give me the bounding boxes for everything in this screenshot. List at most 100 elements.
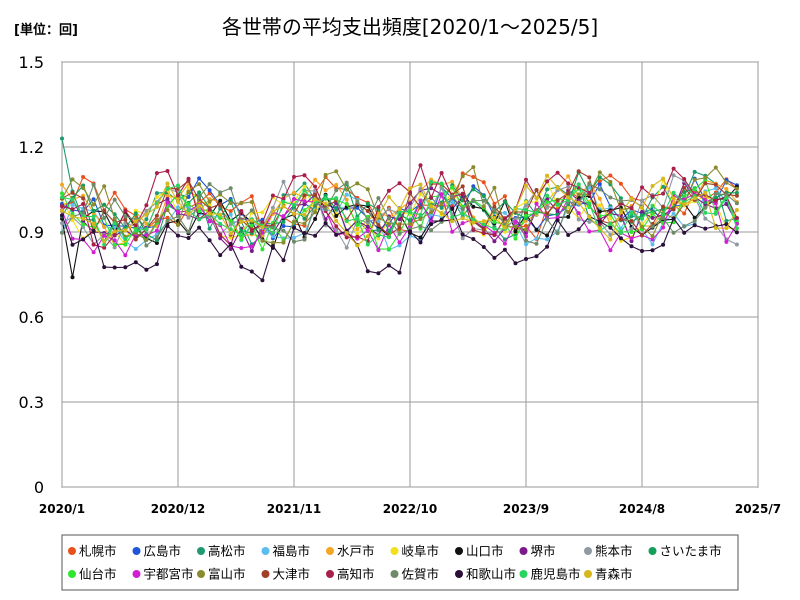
- data-point: [555, 218, 560, 223]
- data-point: [365, 201, 370, 206]
- data-point: [629, 227, 634, 232]
- data-point: [671, 173, 676, 178]
- data-point: [713, 195, 718, 200]
- data-point: [640, 249, 644, 253]
- data-point: [534, 195, 539, 200]
- data-point: [91, 182, 96, 187]
- data-point: [249, 244, 254, 249]
- data-point: [228, 235, 233, 240]
- data-point: [671, 211, 676, 216]
- data-point: [418, 212, 423, 217]
- data-point: [460, 221, 465, 226]
- data-point: [123, 265, 128, 270]
- data-point: [682, 230, 687, 235]
- data-point: [144, 233, 149, 238]
- data-point: [154, 228, 159, 233]
- data-point: [313, 177, 318, 182]
- data-point: [334, 169, 339, 174]
- data-point: [734, 216, 739, 220]
- legend-label: 堺市: [531, 544, 556, 559]
- data-point: [70, 211, 75, 216]
- data-point: [640, 198, 644, 203]
- data-point: [471, 228, 476, 232]
- data-point: [102, 239, 107, 244]
- data-point: [376, 219, 381, 224]
- data-point: [492, 185, 497, 190]
- data-point: [471, 204, 476, 209]
- data-point: [365, 228, 370, 233]
- data-point: [292, 202, 296, 207]
- data-point: [661, 242, 666, 247]
- data-point: [334, 232, 339, 237]
- data-point: [386, 247, 391, 252]
- data-point: [471, 237, 476, 241]
- data-point: [334, 188, 339, 193]
- data-point: [112, 225, 117, 230]
- data-point: [597, 182, 602, 187]
- data-point: [133, 260, 138, 265]
- data-point: [408, 229, 412, 234]
- legend-marker: [132, 570, 141, 578]
- data-point: [650, 211, 655, 216]
- data-point: [228, 209, 233, 214]
- data-point: [471, 187, 476, 192]
- data-point: [302, 193, 307, 198]
- data-point: [450, 215, 455, 220]
- data-point: [228, 218, 233, 223]
- data-point: [650, 215, 655, 220]
- data-point: [397, 225, 402, 230]
- data-point: [344, 197, 349, 202]
- legend-marker: [584, 570, 592, 578]
- data-point: [724, 239, 729, 244]
- x-tick-label: 2020/12: [151, 502, 205, 516]
- data-point: [376, 205, 381, 210]
- data-point: [502, 210, 507, 215]
- data-point: [713, 186, 718, 191]
- data-point: [682, 177, 687, 181]
- data-point: [397, 243, 402, 248]
- data-point: [460, 171, 465, 176]
- data-point: [207, 219, 212, 224]
- data-point: [165, 215, 170, 220]
- data-point: [60, 191, 64, 196]
- data-point: [70, 203, 75, 207]
- data-point: [355, 199, 360, 204]
- data-point: [344, 219, 349, 224]
- data-point: [545, 205, 550, 210]
- data-point: [408, 206, 412, 210]
- data-point: [418, 163, 423, 168]
- data-point: [207, 226, 212, 231]
- data-point: [102, 208, 107, 213]
- data-point: [112, 242, 117, 247]
- data-point: [186, 185, 191, 190]
- data-point: [176, 214, 180, 219]
- data-point: [481, 245, 486, 249]
- data-point: [112, 232, 117, 237]
- data-point: [165, 208, 170, 212]
- data-point: [492, 208, 497, 212]
- data-point: [524, 257, 528, 261]
- data-point: [734, 230, 739, 235]
- data-point: [144, 237, 149, 242]
- data-point: [534, 227, 539, 232]
- data-point: [460, 184, 465, 189]
- data-point: [587, 181, 592, 186]
- data-point: [555, 198, 560, 203]
- legend-label: 広島市: [144, 544, 182, 559]
- data-point: [302, 184, 307, 189]
- data-point: [703, 197, 708, 202]
- data-point: [492, 233, 497, 238]
- data-point: [165, 186, 170, 191]
- data-point: [154, 218, 159, 223]
- data-point: [650, 184, 655, 188]
- data-point: [460, 198, 465, 203]
- data-point: [650, 237, 655, 242]
- data-point: [249, 249, 254, 253]
- data-point: [270, 240, 275, 245]
- data-point: [629, 218, 634, 223]
- data-point: [281, 224, 286, 228]
- data-point: [154, 191, 159, 196]
- legend-label: 岐阜市: [402, 544, 440, 559]
- data-point: [703, 205, 708, 210]
- data-point: [386, 235, 391, 240]
